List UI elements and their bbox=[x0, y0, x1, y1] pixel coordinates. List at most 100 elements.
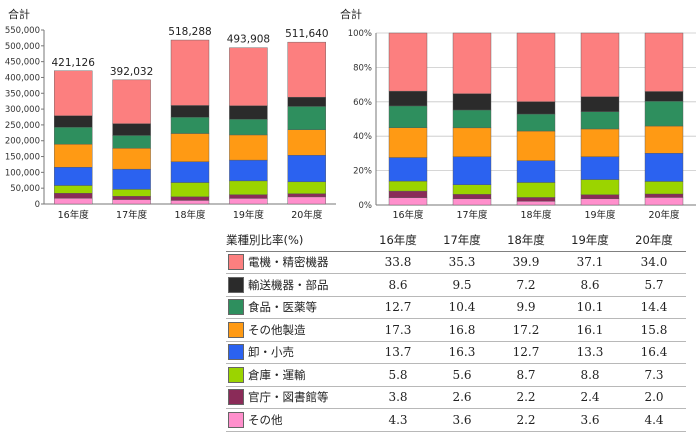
table-row: 輸送機器・部品 8.6 9.5 7.2 8.6 5.7 bbox=[226, 273, 686, 297]
ratio-value: 16.3 bbox=[430, 341, 494, 364]
bar-segment bbox=[170, 117, 210, 134]
bar-segment bbox=[452, 32, 492, 94]
legend-swatch bbox=[228, 276, 244, 293]
bar-segment bbox=[452, 184, 492, 195]
bar-segment bbox=[229, 180, 268, 195]
y-tick-label: 20% bbox=[353, 167, 372, 177]
y-tick-label: 400,000 bbox=[5, 73, 40, 83]
bar-segment bbox=[516, 32, 556, 102]
table-year-header: 17年度 bbox=[430, 229, 494, 252]
ratio-value: 2.4 bbox=[558, 386, 622, 409]
y-tick-label: 80% bbox=[353, 63, 372, 73]
legend-swatch bbox=[228, 389, 244, 406]
total-label: 392,032 bbox=[110, 66, 153, 78]
bar-segment bbox=[287, 96, 326, 107]
ratio-value: 12.7 bbox=[494, 341, 558, 364]
bar-segment bbox=[452, 127, 492, 157]
table-row: 卸・小売 13.7 16.3 12.7 13.3 16.4 bbox=[226, 341, 686, 364]
legend-swatch bbox=[228, 411, 244, 428]
bar-segment bbox=[287, 181, 326, 194]
bar-segment bbox=[229, 105, 268, 120]
ratio-value: 16.4 bbox=[622, 341, 686, 364]
table-header-label: 業種別比率(%) bbox=[226, 229, 366, 252]
ratio-value: 5.6 bbox=[430, 363, 494, 387]
total-label: 511,640 bbox=[285, 28, 328, 40]
y-tick-label: 100,000 bbox=[5, 168, 40, 178]
bar-segment bbox=[644, 193, 684, 198]
legend-swatch bbox=[228, 344, 244, 361]
bar-segment bbox=[644, 32, 684, 92]
bar-segment bbox=[170, 161, 210, 183]
ratio-value: 35.3 bbox=[430, 251, 494, 274]
legend-swatch-cell bbox=[226, 363, 248, 387]
bar-segment bbox=[516, 101, 556, 115]
ratio-value: 14.4 bbox=[622, 296, 686, 319]
bar-segment bbox=[287, 196, 326, 205]
bar-segment bbox=[170, 39, 210, 106]
bar-segment bbox=[452, 93, 492, 111]
left-chart-title: 合計 bbox=[8, 8, 30, 21]
x-tick-label: 17年度 bbox=[116, 209, 148, 221]
bar-segment bbox=[287, 41, 326, 98]
y-tick-label: 100% bbox=[348, 29, 372, 39]
y-tick-label: 50,000 bbox=[10, 184, 40, 194]
bar-segment bbox=[644, 181, 684, 195]
right-chart-title: 合計 bbox=[340, 8, 362, 21]
ratio-value: 4.4 bbox=[622, 408, 686, 432]
bar-segment bbox=[170, 182, 210, 197]
bar-segment bbox=[112, 196, 151, 200]
bar-segment bbox=[644, 197, 684, 206]
ratio-value: 34.0 bbox=[622, 251, 686, 274]
ratio-value: 8.6 bbox=[558, 273, 622, 297]
bar-segment bbox=[54, 143, 93, 168]
ratio-value: 13.7 bbox=[366, 341, 430, 364]
bar-segment bbox=[580, 96, 620, 112]
total-label: 421,126 bbox=[51, 57, 95, 69]
y-tick-label: 0 bbox=[35, 200, 40, 210]
y-tick-label: 150,000 bbox=[5, 153, 40, 163]
bar-segment bbox=[112, 79, 151, 124]
table-body: 電機・精密機器 33.8 35.3 39.9 37.1 34.0 輸送機器・部品 8.6 9.5… bbox=[226, 251, 686, 432]
bar-segment bbox=[580, 194, 620, 200]
ratio-value: 37.1 bbox=[558, 251, 622, 274]
table-year-header: 18年度 bbox=[494, 229, 558, 252]
bar-segment bbox=[287, 193, 326, 198]
bar-segment bbox=[388, 190, 428, 198]
bar-segment bbox=[388, 32, 428, 92]
ratio-value: 16.1 bbox=[558, 318, 622, 342]
y-tick-label: 200,000 bbox=[5, 137, 40, 147]
bar-segment bbox=[229, 47, 268, 106]
category-label: 輸送機器・部品 bbox=[248, 273, 366, 297]
y-tick-label: 0% bbox=[359, 201, 373, 211]
bar-segment bbox=[516, 182, 556, 198]
ratio-value: 12.7 bbox=[366, 296, 430, 319]
x-tick-label: 17年度 bbox=[456, 209, 488, 221]
ratio-value: 10.4 bbox=[430, 296, 494, 319]
bar-segment bbox=[580, 32, 620, 98]
bar-segment bbox=[388, 197, 428, 206]
bar-segment bbox=[516, 130, 556, 161]
absolute-stacked-bar-chart: 0 50,000 100,000 150,000 200,000 250,000 300,0… bbox=[5, 26, 336, 221]
ratio-value: 7.3 bbox=[622, 363, 686, 387]
category-label: 電機・精密機器 bbox=[248, 251, 366, 274]
ratio-value: 15.8 bbox=[622, 318, 686, 342]
x-tick-label: 20年度 bbox=[291, 209, 323, 221]
table-year-header: 16年度 bbox=[366, 229, 430, 252]
bar-segment bbox=[516, 113, 556, 132]
y-tick-label: 350,000 bbox=[5, 89, 40, 99]
y-tick-label: 300,000 bbox=[5, 105, 40, 115]
ratio-value: 9.5 bbox=[430, 273, 494, 297]
category-label: 食品・医薬等 bbox=[248, 296, 366, 319]
bar-segment bbox=[229, 198, 268, 205]
bar-segment bbox=[644, 91, 684, 102]
bar-segment bbox=[229, 118, 268, 136]
chart-figure: 合計 合計 0 50,000 100,000 150,000 200,000 250,00… bbox=[5, 8, 696, 432]
ratio-value: 8.8 bbox=[558, 363, 622, 387]
bar-segment bbox=[54, 185, 93, 194]
table-row: 官庁・図書館等 3.8 2.6 2.2 2.4 2.0 bbox=[226, 386, 686, 409]
bar-segment bbox=[644, 125, 684, 154]
table-row: その他製造 17.3 16.8 17.2 16.1 15.8 bbox=[226, 318, 686, 342]
bar-segment bbox=[452, 109, 492, 129]
bar-segment bbox=[580, 111, 620, 130]
bar-segment bbox=[388, 127, 428, 158]
